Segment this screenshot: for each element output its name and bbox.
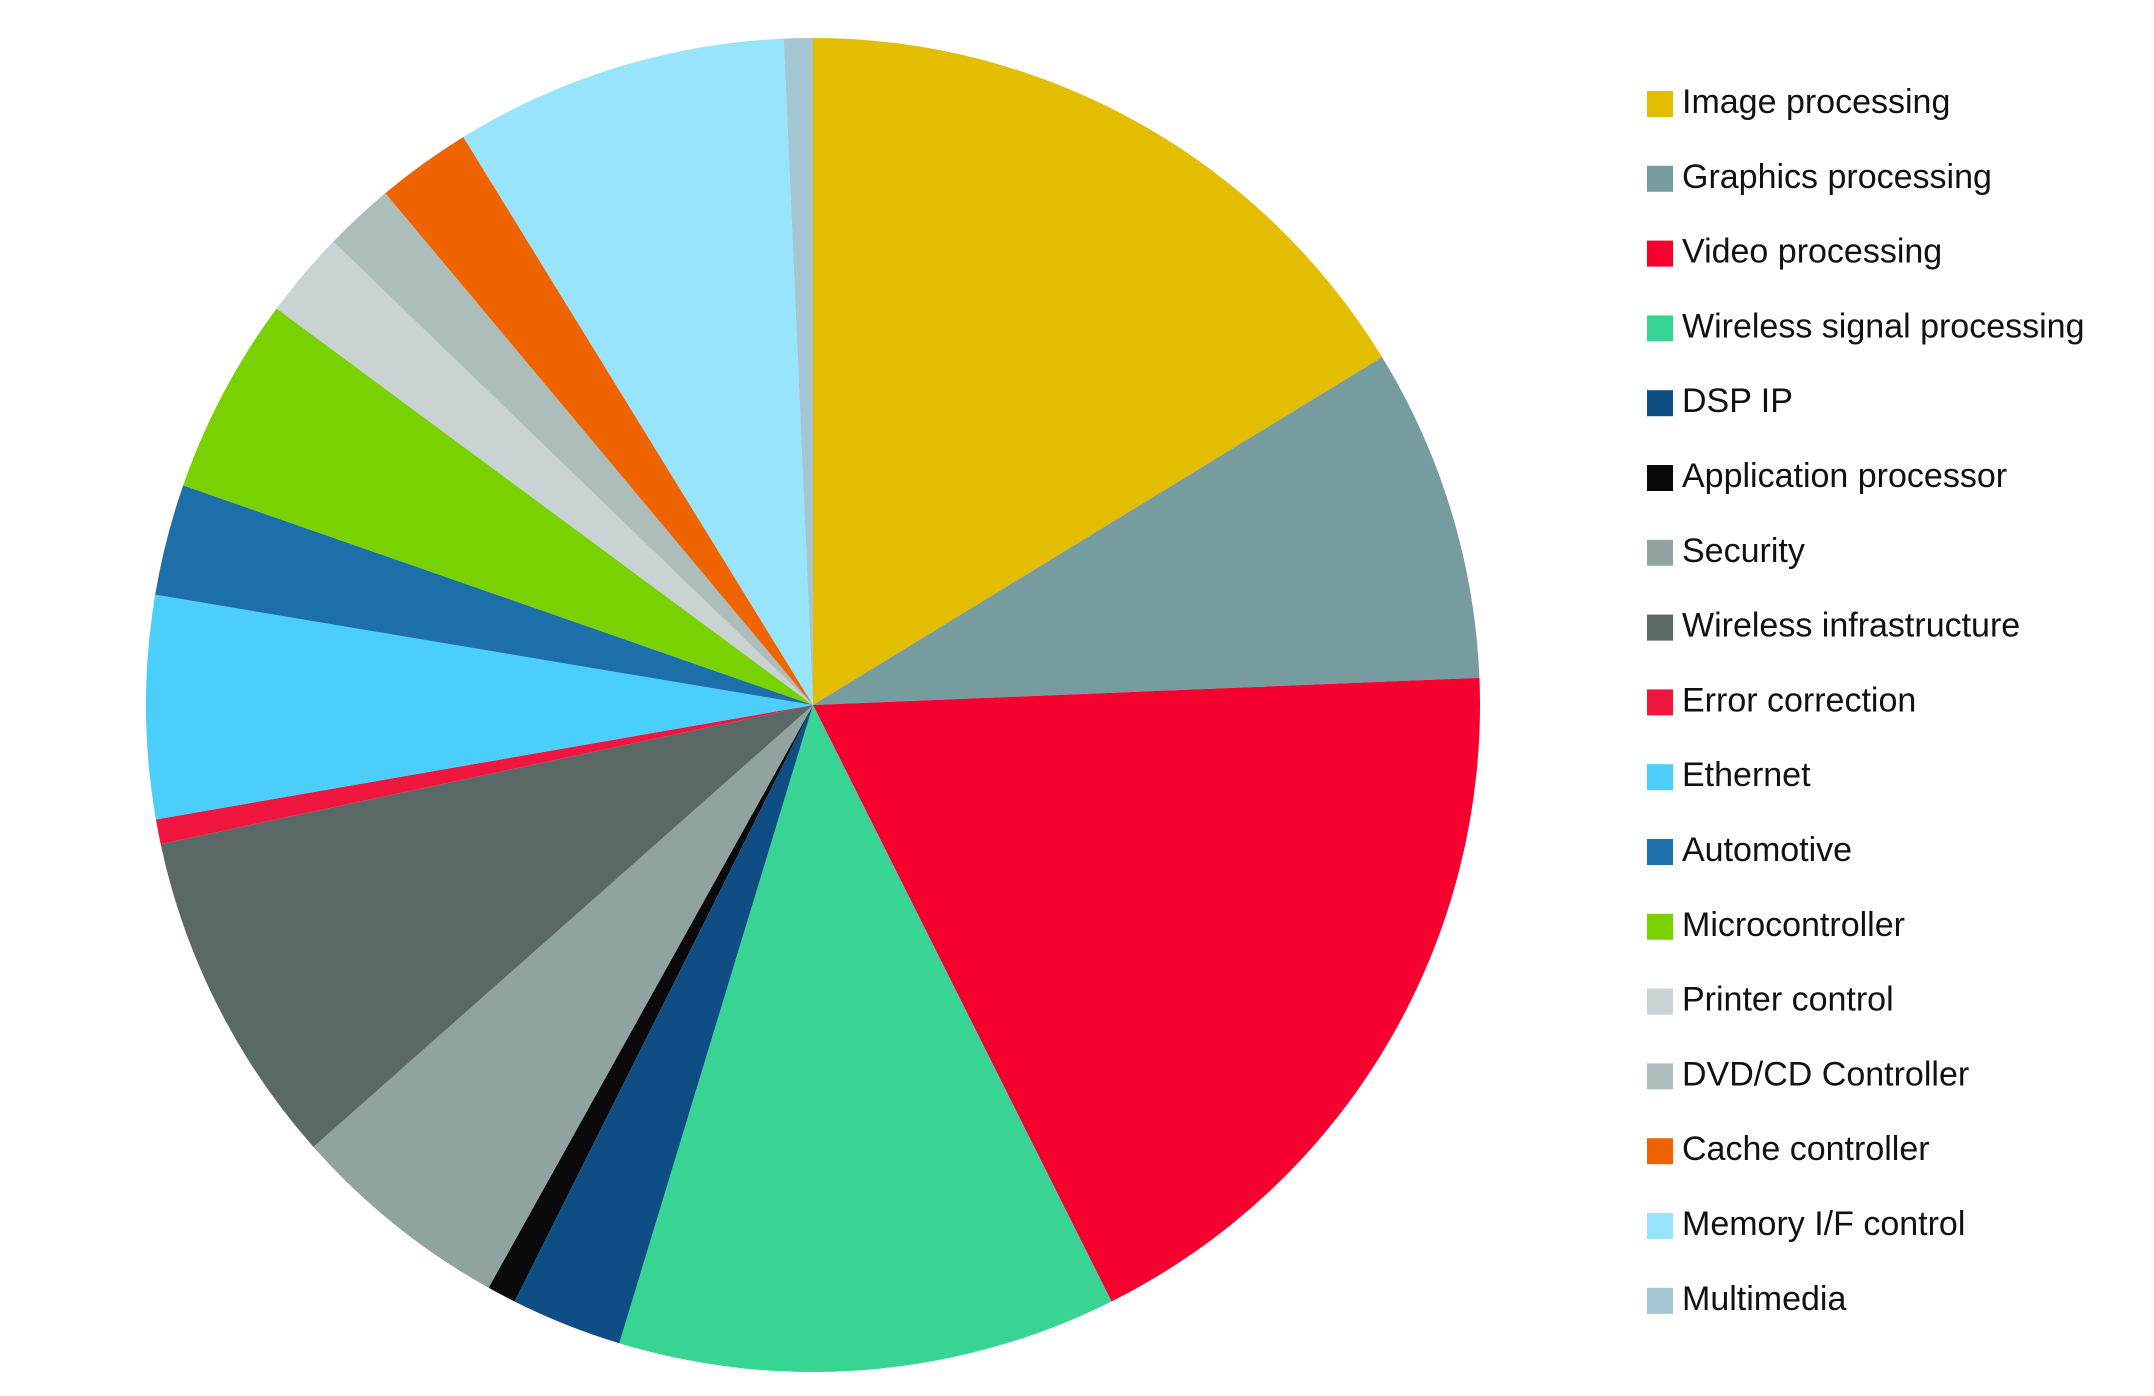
pie-slice [276, 241, 814, 705]
pie-slice [619, 705, 1112, 1372]
legend-swatch [1647, 1138, 1673, 1165]
legend-label: Application processor [1682, 457, 2007, 495]
legend-label: Ethernet [1682, 756, 1811, 794]
legend-swatch [1647, 315, 1673, 342]
pie-slice [463, 38, 813, 706]
legend-swatch [1647, 165, 1673, 192]
legend-label: Memory I/F control [1682, 1205, 1965, 1243]
legend-swatch [1647, 465, 1673, 491]
legend-swatch [1647, 689, 1673, 716]
pie-slice [813, 677, 1481, 1302]
pie-slice [313, 705, 813, 1288]
legend-swatch [1647, 1287, 1673, 1314]
legend-swatch [1647, 913, 1673, 940]
pie-slice [385, 137, 813, 705]
pie-slice [183, 308, 813, 705]
legend-swatch [1647, 91, 1673, 117]
legend-label: DSP IP [1682, 382, 1793, 420]
legend-swatch [1647, 390, 1673, 417]
legend-label: Automotive [1682, 831, 1852, 869]
legend-swatch [1647, 614, 1673, 641]
legend-label: Multimedia [1682, 1280, 1846, 1318]
pie-slice [783, 38, 813, 705]
pie-slice [813, 38, 1383, 705]
legend-label: Cache controller [1682, 1130, 1930, 1168]
legend-label: Image processing [1682, 83, 1950, 121]
legend-label: Error correction [1682, 681, 1916, 719]
legend-label: Wireless signal processing [1682, 307, 2085, 345]
legend-label: Security [1682, 532, 1805, 570]
legend-swatch [1647, 1213, 1673, 1239]
pie-slice [514, 705, 813, 1344]
legend-label: Printer control [1682, 981, 1894, 1019]
legend-label: Graphics processing [1682, 158, 1992, 196]
legend-swatch [1647, 764, 1673, 791]
legend-label: DVD/CD Controller [1682, 1055, 1969, 1093]
legend-label: Wireless infrastructure [1682, 607, 2020, 645]
pie-slice [813, 357, 1480, 705]
legend-swatch [1647, 839, 1673, 865]
legend-label: Microcontroller [1682, 906, 1905, 944]
legend-swatch [1647, 539, 1673, 566]
legend-swatch [1647, 240, 1673, 267]
pie-slice [146, 594, 813, 820]
pie-slice [155, 705, 813, 845]
pie-slice [160, 705, 813, 1147]
legend-swatch [1647, 988, 1673, 1015]
pie-slice [333, 193, 813, 705]
pie-slice [488, 705, 813, 1302]
pie-slice [155, 485, 814, 705]
legend-swatch [1647, 1063, 1673, 1090]
legend-label: Video processing [1682, 233, 1942, 271]
